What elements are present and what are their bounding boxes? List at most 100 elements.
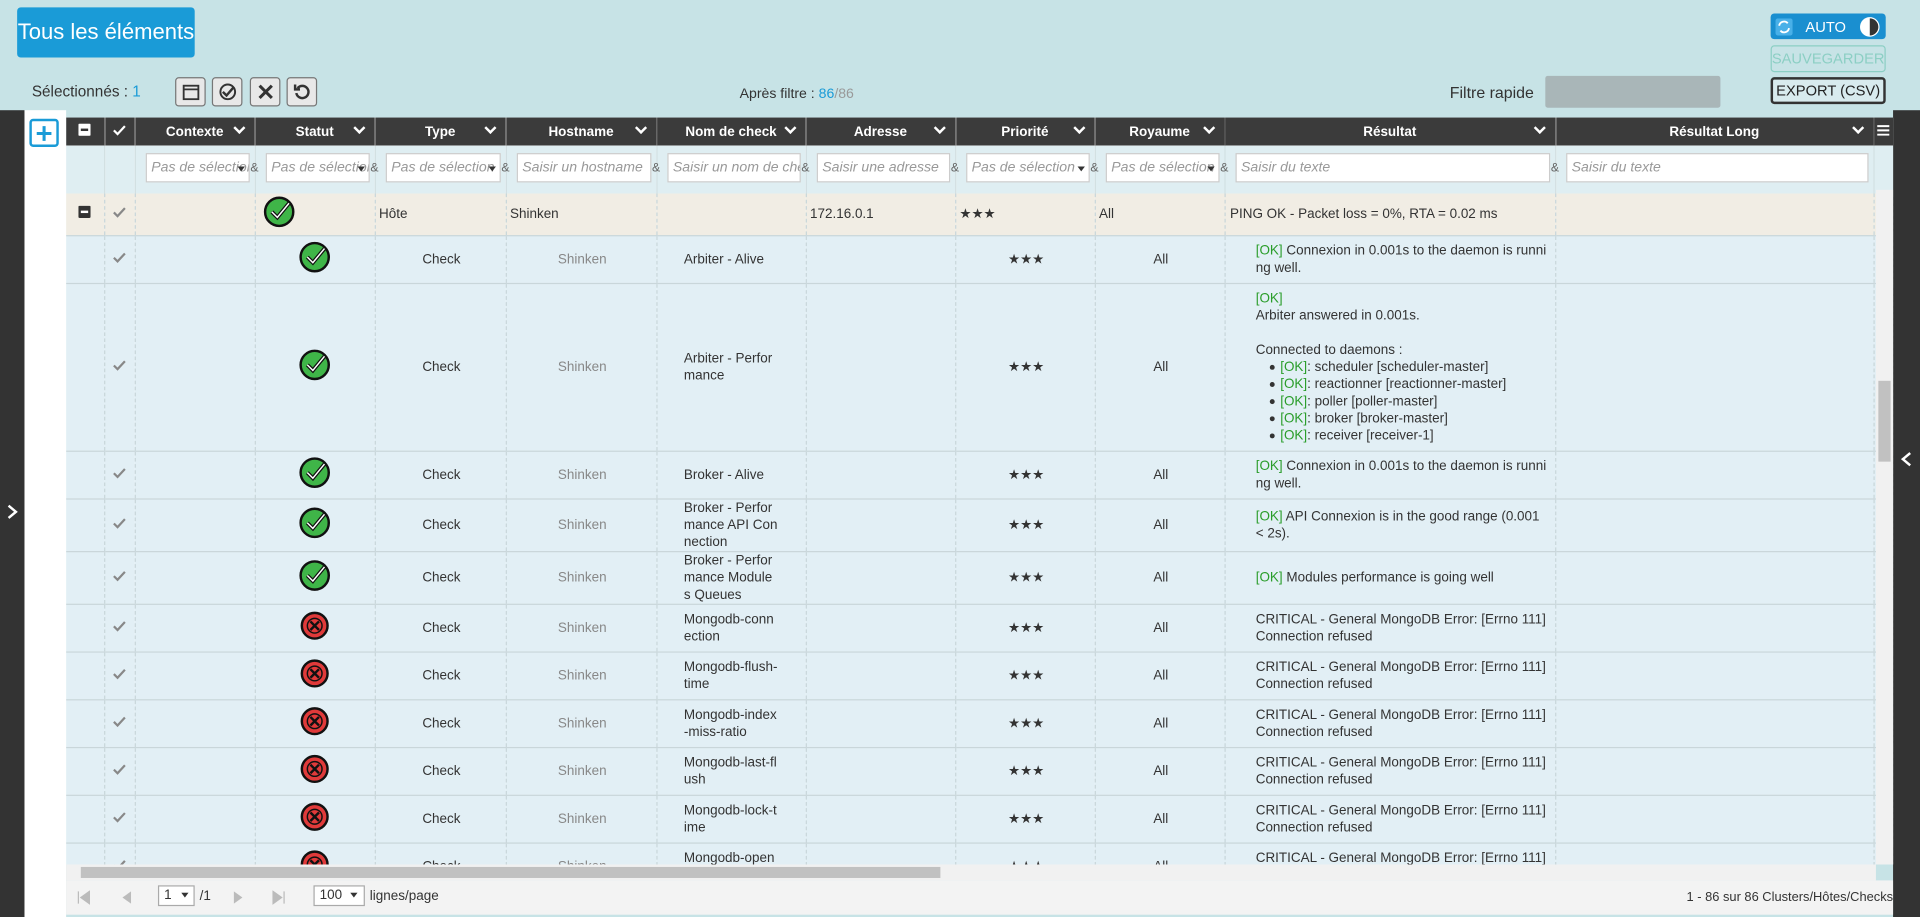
recheck-button[interactable] (287, 77, 318, 106)
filter-input[interactable]: Pas de sélection (145, 153, 249, 182)
row-select[interactable] (104, 498, 135, 551)
quick-filter-input[interactable] (1545, 76, 1720, 108)
result-body: CRITICAL - General MongoDB Error: [Errno… (1226, 749, 1553, 793)
column-header[interactable]: Nom de check (656, 118, 805, 146)
type-text: Check (422, 252, 460, 267)
row-select[interactable] (104, 604, 135, 652)
type: Check (375, 235, 506, 283)
left-sidebar[interactable] (0, 110, 24, 917)
grid-table: ContexteStatutTypeHostnameNom de checkAd… (66, 118, 1893, 865)
host-row[interactable]: HôteShinken172.16.0.1★★★AllPING OK - Pac… (66, 193, 1893, 235)
dropdown-caret (1207, 167, 1214, 172)
h-scroll-thumb[interactable] (81, 867, 941, 878)
save-button[interactable]: SAUVEGARDER (1771, 45, 1886, 72)
chevron (933, 122, 945, 134)
check-name: Mongodb-lock-time (656, 795, 805, 843)
row-select[interactable] (104, 842, 135, 864)
row-select[interactable] (104, 699, 135, 747)
column-header[interactable]: Adresse (806, 118, 955, 146)
add-button[interactable] (29, 119, 58, 147)
select-all[interactable] (104, 118, 135, 146)
filter-input[interactable]: Saisir du texte (1235, 153, 1550, 182)
column-header[interactable]: Type (375, 118, 506, 146)
status-icon (300, 707, 329, 740)
type-text: Check (422, 570, 460, 585)
filter-input[interactable]: Pas de sélection (385, 153, 500, 182)
v-scroll-thumb[interactable] (1878, 381, 1890, 462)
check-row[interactable]: CheckShinkenMongodb-flush-time★★★AllCRIT… (66, 651, 1893, 699)
filter-input[interactable]: Saisir du texte (1566, 153, 1868, 182)
check-row[interactable]: CheckShinkenArbiter - Alive★★★All[OK] Co… (66, 235, 1893, 283)
ack-button[interactable] (212, 77, 243, 106)
row-toggle[interactable] (66, 193, 104, 235)
row-select[interactable] (104, 235, 135, 283)
calendar-button[interactable] (175, 77, 206, 106)
type: Check (375, 747, 506, 795)
status-icon (299, 349, 331, 385)
result-body: [OK] API Connexion is in the good range … (1226, 503, 1553, 547)
check-row[interactable]: CheckShinkenBroker - Performance Modules… (66, 551, 1893, 604)
column-menu[interactable] (1873, 118, 1893, 146)
type: Check (375, 699, 506, 747)
pager-next[interactable] (231, 890, 292, 905)
status-icon (300, 754, 329, 787)
check-row[interactable]: CheckShinkenMongodb-lock-time★★★AllCRITI… (66, 795, 1893, 843)
column-header[interactable]: Royaume (1095, 118, 1225, 146)
check-row[interactable]: CheckShinkenMongodb-last-flush★★★AllCRIT… (66, 747, 1893, 795)
row-select[interactable] (104, 451, 135, 499)
ok-tag: [OK] (1256, 459, 1283, 474)
row-select[interactable] (104, 747, 135, 795)
column-header[interactable]: Contexte (135, 118, 255, 146)
filter-input[interactable]: Saisir un nom de check (667, 153, 800, 182)
address-text: 172.16.0.1 (810, 207, 874, 222)
h-scrollbar[interactable] (66, 864, 1876, 880)
column-header[interactable]: Hostname (506, 118, 657, 146)
row-select[interactable] (104, 551, 135, 604)
column-header[interactable]: Résultat Long (1555, 118, 1873, 146)
long-result (1555, 551, 1873, 604)
ok-tag: [OK] (1256, 291, 1283, 306)
check-row[interactable]: CheckShinkenBroker - Performance API Con… (66, 498, 1893, 551)
filter-input[interactable]: Pas de sélection (1105, 153, 1219, 182)
chevron (233, 122, 245, 134)
filter-input[interactable]: Saisir un hostname (516, 153, 651, 182)
result-text: : poller [poller-master] (1307, 394, 1437, 409)
collapse-all[interactable] (66, 118, 104, 146)
right-sidebar[interactable] (1893, 110, 1920, 917)
column-header[interactable]: Priorité (955, 118, 1095, 146)
filter-input[interactable]: Pas de sélection (966, 153, 1090, 182)
check-row[interactable]: CheckShinkenMongodb-connection★★★AllCRIT… (66, 604, 1893, 652)
type: Hôte (375, 193, 506, 235)
chevron (784, 122, 796, 134)
per-page-select[interactable]: 100 (313, 885, 364, 906)
v-scrollbar[interactable] (1876, 190, 1893, 865)
long-result (1555, 699, 1873, 747)
context-cell (135, 551, 255, 604)
address (806, 498, 955, 551)
result-paragraph: CRITICAL - General MongoDB Error: [Errno… (1256, 610, 1550, 644)
column-header[interactable]: Statut (255, 118, 375, 146)
check-row[interactable]: CheckShinkenBroker - Alive★★★All[OK] Con… (66, 451, 1893, 499)
type: Check (375, 498, 506, 551)
filter-input[interactable]: Saisir une adresse (816, 153, 949, 182)
column-header[interactable]: Résultat (1224, 118, 1555, 146)
row-select[interactable] (104, 283, 135, 451)
chevron (1851, 122, 1863, 134)
row-select[interactable] (104, 795, 135, 843)
check-name: Broker - Alive (656, 451, 805, 499)
check-row[interactable]: CheckShinkenMongodb-open-connections★★★A… (66, 842, 1893, 864)
page-select[interactable]: 1 (158, 885, 195, 906)
row-select[interactable] (104, 193, 135, 235)
auto-button[interactable]: AUTO (1771, 13, 1886, 39)
row-select[interactable] (104, 651, 135, 699)
tools-button[interactable] (250, 77, 281, 106)
realm: All (1095, 283, 1225, 451)
result-text: CRITICAL - General MongoDB Error: [Errno… (1256, 612, 1546, 644)
title-button[interactable]: Tous les éléments (17, 7, 195, 57)
export-button[interactable]: EXPORT (CSV) (1771, 77, 1886, 104)
check-row[interactable]: CheckShinkenMongodb-index-miss-ratio★★★A… (66, 699, 1893, 747)
filter-input[interactable]: Pas de sélection (265, 153, 369, 182)
auto-label: AUTO (1805, 18, 1846, 35)
check-row[interactable]: CheckShinkenArbiter - Performance★★★All[… (66, 283, 1893, 451)
status-icon (300, 850, 329, 865)
